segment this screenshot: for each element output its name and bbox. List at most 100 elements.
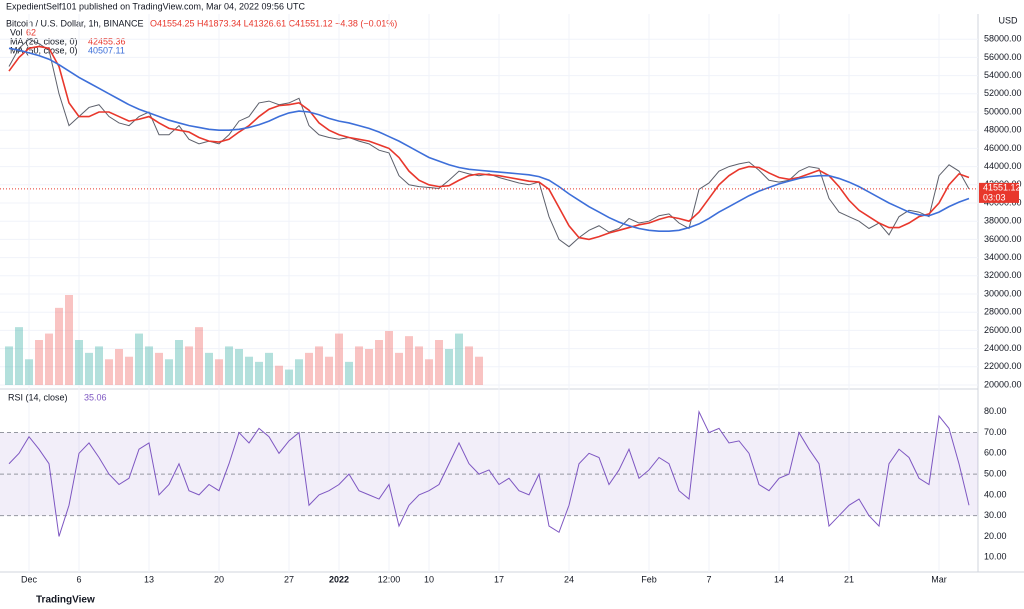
y-tick-label: 60.00 (984, 448, 1007, 458)
last-price-label: 41551.12 (983, 182, 1021, 192)
ma50-name: MA (50, close, 0) (10, 45, 78, 55)
volume-bar (425, 359, 433, 385)
rsi-value: 35.06 (84, 392, 107, 402)
volume-bar (275, 365, 283, 385)
y-tick-label: 32000.00 (984, 270, 1022, 280)
y-tick-label: 44000.00 (984, 161, 1022, 171)
ma20-name: MA (20, close, 0) (10, 36, 78, 46)
y-tick-label: 34000.00 (984, 252, 1022, 262)
volume-bar (155, 352, 163, 385)
y-tick-label: 80.00 (984, 406, 1007, 416)
y-tick-label: 26000.00 (984, 325, 1022, 335)
y-tick-label: 30.00 (984, 510, 1007, 520)
ma20-value: 42455.36 (88, 36, 126, 46)
y-tick-label: 20.00 (984, 531, 1007, 541)
y-tick-label: 30000.00 (984, 288, 1022, 298)
series-line (8, 45, 970, 241)
volume-bar (455, 333, 463, 385)
last-price-box (979, 182, 1019, 203)
volume-bar (435, 340, 443, 385)
x-tick-label: 21 (844, 574, 854, 584)
footer: TradingView (36, 595, 95, 606)
volume-bar (175, 340, 183, 385)
x-tick-label: 14 (774, 574, 784, 584)
y-tick-label: 10.00 (984, 552, 1007, 562)
volume-bar (395, 352, 403, 385)
volume-bar (285, 369, 293, 385)
y-tick-label: 40.00 (984, 489, 1007, 499)
volume-bar (445, 349, 453, 385)
volume-bar (105, 359, 113, 385)
y-tick-label: 24000.00 (984, 343, 1022, 353)
x-tick-label: 7 (706, 574, 711, 584)
y-tick-label: 70.00 (984, 427, 1007, 437)
rsi-band (0, 432, 978, 516)
x-tick-label: Dec (21, 574, 38, 584)
x-tick-label: 20 (214, 574, 224, 584)
y-tick-label: 38000.00 (984, 216, 1022, 226)
x-tick-label: 17 (494, 574, 504, 584)
volume-bar (165, 359, 173, 385)
volume-bar (75, 340, 83, 385)
volume-bar (475, 356, 483, 385)
x-tick-label: 2022 (329, 574, 349, 584)
volume-bar (205, 352, 213, 385)
volume-bar (375, 340, 383, 385)
ma50-value: 40507.11 (88, 45, 125, 55)
publisher: ExpedientSelf101 published on TradingVie… (6, 1, 306, 11)
rsi-title: RSI (14, close) (8, 392, 68, 402)
volume-bar (55, 307, 63, 385)
y-tick-label: 36000.00 (984, 234, 1022, 244)
volume-bar (185, 346, 193, 385)
y-tick-label: 54000.00 (984, 70, 1022, 80)
volume-bar (95, 346, 103, 385)
countdown: 03:03 (983, 192, 1006, 202)
symbol: Bitcoin / U.S. Dollar, 1h, BINANCE (6, 18, 144, 28)
volume-bar (135, 333, 143, 385)
series-line (8, 38, 970, 248)
vol-value: 62 (26, 27, 36, 37)
vol-name: Vol (10, 27, 23, 37)
volume-bar (85, 352, 93, 385)
volume-bar (295, 359, 303, 385)
x-tick-label: 27 (284, 574, 294, 584)
volume-bar (465, 346, 473, 385)
y-tick-label: 48000.00 (984, 125, 1022, 135)
series-line (8, 410, 970, 537)
volume-bar (25, 359, 33, 385)
volume-bar (195, 327, 203, 385)
x-tick-label: 24 (564, 574, 574, 584)
volume-bar (145, 346, 153, 385)
series-line (8, 47, 970, 233)
y-tick-label: 56000.00 (984, 52, 1022, 62)
volume-bar (265, 352, 273, 385)
y-tick-label: 58000.00 (984, 34, 1022, 44)
x-tick-label: 12:00 (378, 574, 401, 584)
volume-bar (405, 336, 413, 385)
volume-bar (125, 356, 133, 385)
volume-bar (385, 331, 393, 385)
y-tick-label: 46000.00 (984, 143, 1022, 153)
volume-bar (5, 346, 13, 385)
volume-bar (345, 361, 353, 385)
volume-bar (315, 346, 323, 385)
x-tick-label: 13 (144, 574, 154, 584)
volume-bar (255, 361, 263, 385)
volume-bar (65, 295, 73, 385)
y-tick-label: 22000.00 (984, 361, 1022, 371)
volume-bar (15, 327, 23, 385)
volume-bar (415, 346, 423, 385)
volume-bar (245, 356, 253, 385)
y-tick-label: 28000.00 (984, 307, 1022, 317)
x-tick-label: Feb (641, 574, 657, 584)
volume-bar (235, 349, 243, 385)
volume-bar (355, 346, 363, 385)
x-tick-label: 6 (76, 574, 81, 584)
volume-bar (115, 349, 123, 385)
y-tick-label: 20000.00 (984, 379, 1022, 389)
y-tick-label: 50000.00 (984, 106, 1022, 116)
volume-bar (225, 346, 233, 385)
x-tick-label: Mar (931, 574, 947, 584)
